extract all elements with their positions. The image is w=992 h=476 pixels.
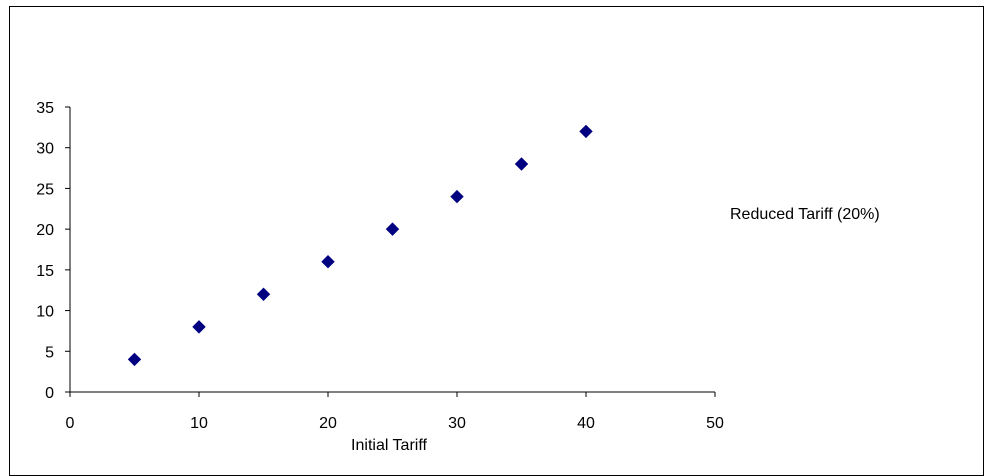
x-tick-label: 50 xyxy=(706,415,724,432)
x-tick-label: 0 xyxy=(66,415,75,432)
data-point-marker xyxy=(321,255,335,269)
x-tick-labels: 0 10 20 30 40 50 xyxy=(66,392,724,432)
chart-area xyxy=(9,6,984,476)
y-tick-labels: 0 5 10 15 20 25 30 35 xyxy=(36,100,70,402)
y-tick-label: 0 xyxy=(45,385,54,402)
x-tick-label: 40 xyxy=(577,415,595,432)
y-tick-label: 25 xyxy=(36,181,54,198)
y-tick-label: 10 xyxy=(36,304,54,321)
data-point-marker xyxy=(579,124,593,139)
data-point-marker xyxy=(192,320,206,334)
data-point-marker xyxy=(256,287,271,301)
data-point-marker xyxy=(127,352,142,367)
data-points xyxy=(127,124,593,367)
y-tick-label: 5 xyxy=(45,344,54,361)
data-point-marker xyxy=(514,157,529,171)
x-axis-title: Initial Tariff xyxy=(351,437,427,454)
data-point-marker xyxy=(450,189,464,204)
y-tick-label: 15 xyxy=(36,263,54,280)
data-point-marker xyxy=(385,222,400,236)
x-tick-label: 20 xyxy=(319,415,337,432)
y-tick-label: 30 xyxy=(36,141,54,158)
y-tick-label: 20 xyxy=(36,222,54,239)
legend-entry: Reduced Tariff (20%) xyxy=(730,206,880,223)
x-tick-label: 30 xyxy=(448,415,466,432)
y-tick-label: 35 xyxy=(36,100,54,117)
scatter-chart: 0 5 10 15 20 25 30 35 0 10 20 30 40 50 Initial Tarif… xyxy=(36,100,880,454)
x-tick-label: 10 xyxy=(190,415,208,432)
